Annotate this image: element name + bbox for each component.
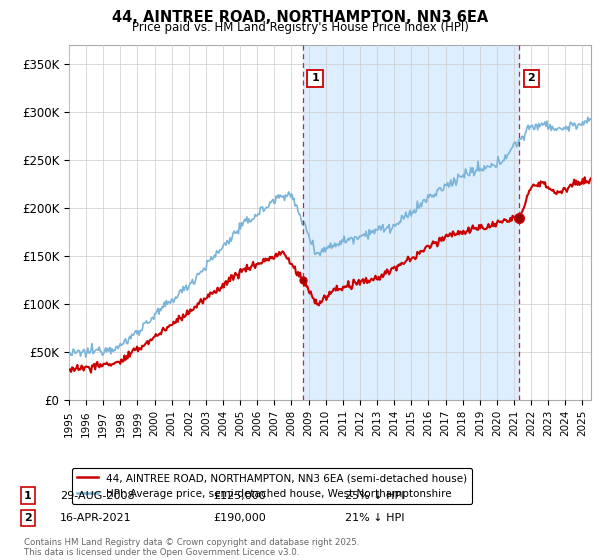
Text: 29-AUG-2008: 29-AUG-2008 xyxy=(60,491,134,501)
Text: 1: 1 xyxy=(311,73,319,83)
Text: £125,000: £125,000 xyxy=(213,491,266,501)
Text: 2: 2 xyxy=(527,73,535,83)
Text: 2: 2 xyxy=(24,513,32,523)
Text: 21% ↓ HPI: 21% ↓ HPI xyxy=(345,513,404,523)
Text: Contains HM Land Registry data © Crown copyright and database right 2025.
This d: Contains HM Land Registry data © Crown c… xyxy=(24,538,359,557)
Legend: 44, AINTREE ROAD, NORTHAMPTON, NN3 6EA (semi-detached house), HPI: Average price: 44, AINTREE ROAD, NORTHAMPTON, NN3 6EA (… xyxy=(71,468,472,504)
Bar xyxy=(303,45,519,400)
Text: Price paid vs. HM Land Registry's House Price Index (HPI): Price paid vs. HM Land Registry's House … xyxy=(131,21,469,34)
Text: 25% ↓ HPI: 25% ↓ HPI xyxy=(345,491,404,501)
Text: £190,000: £190,000 xyxy=(213,513,266,523)
Text: 44, AINTREE ROAD, NORTHAMPTON, NN3 6EA: 44, AINTREE ROAD, NORTHAMPTON, NN3 6EA xyxy=(112,10,488,25)
Text: 16-APR-2021: 16-APR-2021 xyxy=(60,513,131,523)
Text: 1: 1 xyxy=(24,491,32,501)
